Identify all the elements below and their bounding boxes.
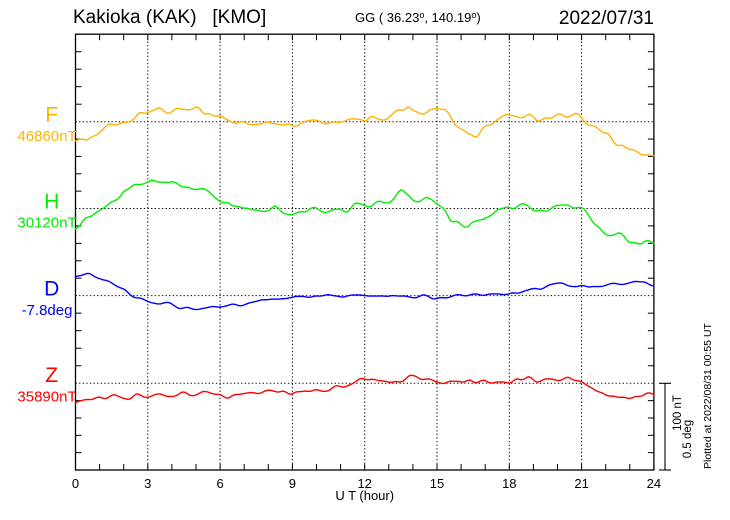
svg-text:24: 24 — [647, 476, 661, 491]
svg-text:0.5 deg: 0.5 deg — [682, 420, 694, 458]
svg-text:H: H — [44, 190, 59, 213]
svg-text:15: 15 — [430, 476, 444, 491]
svg-text:21: 21 — [574, 476, 588, 491]
svg-text:46860nT: 46860nT — [17, 128, 76, 145]
svg-text:F: F — [45, 104, 58, 127]
svg-text:18: 18 — [502, 476, 516, 491]
svg-text:6: 6 — [216, 476, 223, 491]
svg-text:Kakioka (KAK) [KMO]: Kakioka (KAK) [KMO] — [73, 7, 266, 28]
svg-text:2022/07/31: 2022/07/31 — [559, 8, 654, 29]
svg-text:35890nT: 35890nT — [17, 389, 76, 406]
svg-text:Z: Z — [45, 364, 58, 387]
svg-text:Plotted at 2022/08/31 00:55 UT: Plotted at 2022/08/31 00:55 UT — [702, 322, 714, 469]
svg-text:-7.8deg: -7.8deg — [22, 302, 73, 319]
svg-text:U T (hour): U T (hour) — [335, 488, 394, 503]
svg-text:30120nT: 30120nT — [17, 215, 76, 232]
svg-text:9: 9 — [289, 476, 296, 491]
svg-text:3: 3 — [144, 476, 151, 491]
svg-text:GG ( 36.23o, 140.19o): GG ( 36.23o, 140.19o) — [355, 10, 481, 25]
svg-text:D: D — [44, 278, 59, 301]
svg-text:0: 0 — [72, 476, 79, 491]
